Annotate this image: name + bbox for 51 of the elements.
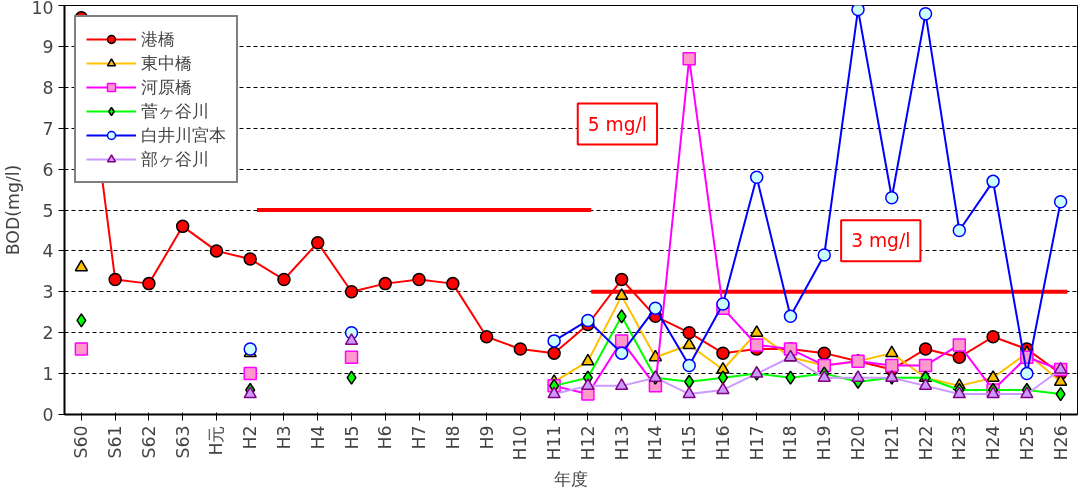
x-tick-label: H22 (915, 425, 936, 461)
x-tick-label: S61 (105, 425, 126, 459)
x-tick-label: H15 (679, 425, 700, 461)
x-tick-label: H7 (409, 425, 430, 450)
y-tick-label: 6 (42, 159, 54, 180)
y-tick-label: 1 (42, 364, 54, 385)
x-tick-label: H元 (206, 425, 227, 456)
x-tick-label: H26 (1050, 425, 1071, 461)
x-tick-label: S60 (71, 425, 92, 459)
x-tick-label: H19 (814, 425, 835, 461)
y-tick-label: 10 (31, 0, 54, 18)
x-tick-label: H2 (240, 425, 261, 450)
legend-label: 東中橋 (141, 52, 192, 75)
x-tick-label: H17 (746, 425, 767, 461)
y-axis-title: BOD(mg/l) (3, 164, 24, 256)
x-tick-label: H13 (611, 425, 632, 461)
y-tick-label: 5 (42, 200, 54, 221)
y-tick-label: 8 (42, 77, 54, 98)
x-tick-label: H24 (983, 425, 1004, 461)
x-tick-label: S62 (138, 425, 159, 459)
x-tick-label: H8 (442, 425, 463, 450)
x-tick-label: H9 (476, 425, 497, 450)
y-tick-label: 9 (42, 36, 54, 57)
y-tick-label: 0 (42, 405, 54, 425)
ref-line-label: 5 mg/l (587, 113, 648, 135)
x-tick-label: H16 (712, 425, 733, 461)
x-tick-label: H23 (949, 425, 970, 461)
x-tick-label: H14 (645, 425, 666, 461)
legend-label: 港橋 (141, 28, 175, 51)
legend-label: 白井川宮本 (141, 124, 226, 147)
y-tick-label: 4 (42, 241, 54, 262)
y-tick-label: 2 (42, 323, 54, 344)
x-tick-label: S63 (172, 425, 193, 459)
x-tick-label: H6 (375, 425, 396, 450)
x-tick-label: H21 (881, 425, 902, 461)
legend-label: 菅ヶ谷川 (141, 100, 209, 123)
y-tick-label: 3 (42, 282, 54, 303)
y-tick-label: 7 (42, 118, 54, 139)
x-tick-label: H4 (307, 425, 328, 450)
legend-label: 河原橋 (141, 76, 192, 99)
x-tick-label: H3 (273, 425, 294, 450)
x-tick-label: H11 (544, 425, 565, 461)
x-tick-label: H18 (780, 425, 801, 461)
x-tick-label: H5 (341, 425, 362, 450)
x-tick-label: H12 (577, 425, 598, 461)
ref-line-label: 3 mg/l (851, 230, 911, 252)
x-tick-label: H25 (1016, 425, 1037, 461)
legend-label: 部ヶ谷川 (141, 148, 209, 171)
x-axis-title: 年度 (554, 468, 588, 489)
x-tick-label: H20 (848, 425, 869, 461)
x-tick-label: H10 (510, 425, 531, 461)
